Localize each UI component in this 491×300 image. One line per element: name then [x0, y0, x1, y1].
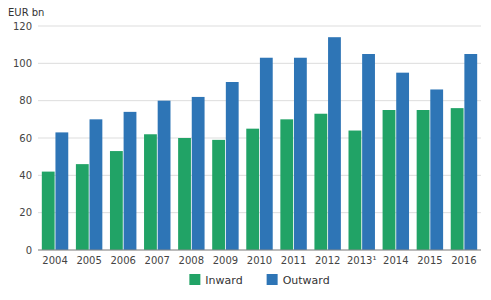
x-tick-label: 2014: [383, 255, 408, 266]
grid-line: [38, 26, 481, 27]
bar: [178, 138, 191, 250]
grid-line: [38, 63, 481, 64]
legend-swatch: [267, 274, 278, 285]
x-tick-label: 2012: [315, 255, 340, 266]
legend-item: Inward: [189, 274, 242, 287]
legend-label: Outward: [283, 274, 330, 287]
x-tick-label: 2011: [281, 255, 306, 266]
legend-item: Outward: [267, 274, 330, 287]
bar: [349, 131, 362, 250]
y-tick-label: 0: [26, 245, 32, 256]
x-tick-label: 2016: [451, 255, 476, 266]
bar: [192, 97, 205, 250]
bar: [464, 54, 477, 250]
y-axis-label: EUR bn: [8, 7, 44, 18]
grid-line: [38, 250, 481, 251]
x-axis-line: [38, 250, 481, 251]
y-tick-label: 60: [19, 133, 32, 144]
y-tick-label: 20: [19, 207, 32, 218]
chart: 0 20 40 60 80 100 120 2004 2005 2006 2007 2008 2009 2…: [0, 0, 491, 300]
grid-line: [38, 138, 481, 139]
bar: [110, 151, 123, 250]
x-tick-label: 2005: [76, 255, 101, 266]
bar: [212, 140, 225, 250]
grid-line: [38, 100, 481, 101]
bar: [396, 73, 409, 250]
bar: [42, 172, 55, 250]
y-tick-label: 80: [19, 95, 32, 106]
y-grid: [38, 26, 481, 250]
x-tick-label: 2009: [213, 255, 238, 266]
bar: [328, 37, 341, 250]
y-tick-label: 120: [13, 21, 32, 32]
bar: [144, 134, 157, 250]
y-tick-label: 100: [13, 58, 32, 69]
bar: [417, 110, 430, 250]
bar: [314, 114, 327, 250]
bar: [226, 82, 239, 250]
legend-swatch: [189, 274, 200, 285]
bar: [90, 119, 103, 250]
bar: [451, 108, 464, 250]
x-tick-label: 2013¹: [347, 255, 376, 266]
bar: [124, 112, 137, 250]
bar: [362, 54, 375, 250]
legend: Inward Outward: [189, 274, 329, 287]
bar: [55, 132, 68, 250]
bar: [76, 164, 89, 250]
legend-label: Inward: [205, 274, 242, 287]
bar: [280, 119, 293, 250]
grid-line: [38, 212, 481, 213]
x-tick-label: 2015: [417, 255, 442, 266]
grid-line: [38, 175, 481, 176]
bar: [430, 89, 443, 250]
bar: [246, 129, 259, 250]
x-tick-label: 2007: [145, 255, 170, 266]
bars: [42, 37, 477, 250]
x-tick-label: 2006: [110, 255, 135, 266]
bar: [383, 110, 396, 250]
x-tick-label: 2004: [42, 255, 67, 266]
x-tick-label: 2010: [247, 255, 272, 266]
bar: [158, 101, 171, 250]
bar: [294, 58, 307, 250]
y-tick-label: 40: [19, 170, 32, 181]
bar: [260, 58, 273, 250]
x-tick-label: 2008: [179, 255, 204, 266]
